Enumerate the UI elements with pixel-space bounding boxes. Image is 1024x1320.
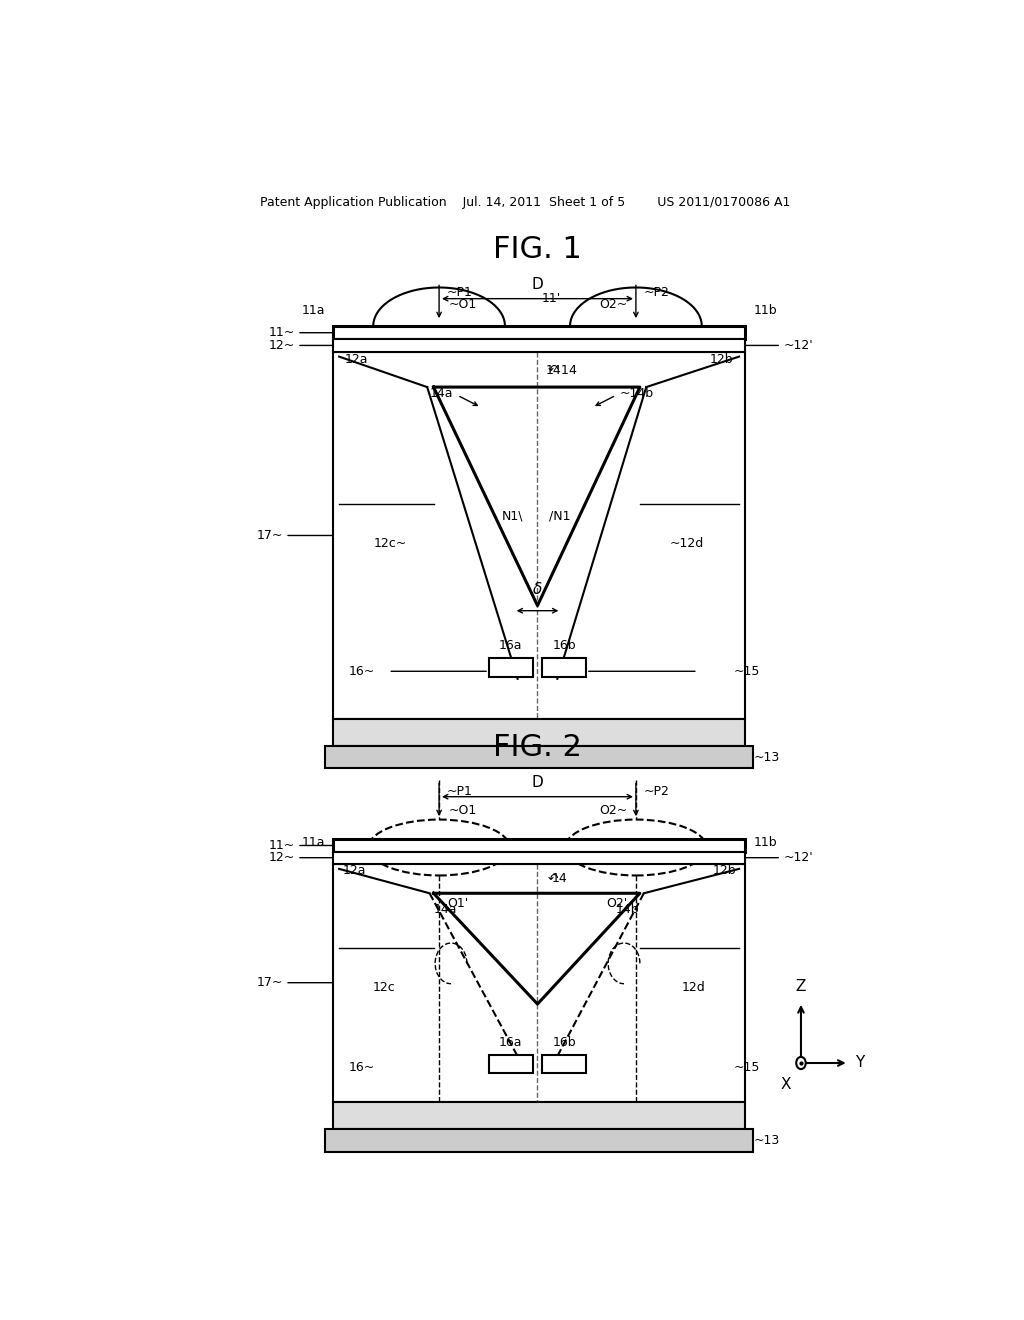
Ellipse shape: [565, 820, 707, 875]
Text: 16b: 16b: [552, 1036, 575, 1049]
Text: ~P1: ~P1: [447, 286, 473, 300]
Text: O2': O2': [606, 896, 628, 909]
Text: 11~: 11~: [268, 840, 295, 851]
Text: 11': 11': [542, 837, 561, 850]
Text: 11~: 11~: [268, 326, 295, 339]
Text: Z: Z: [796, 979, 806, 994]
Text: 11a: 11a: [301, 836, 325, 849]
Text: FIG. 2: FIG. 2: [494, 734, 582, 763]
Text: ~13: ~13: [754, 1134, 779, 1147]
Text: /N1: /N1: [550, 510, 571, 523]
Text: 14: 14: [546, 364, 561, 378]
Text: ~15: ~15: [733, 665, 760, 677]
Text: Patent Application Publication    Jul. 14, 2011  Sheet 1 of 5        US 2011/017: Patent Application Publication Jul. 14, …: [260, 195, 790, 209]
Bar: [333, 326, 745, 339]
Bar: [543, 1055, 586, 1073]
Text: 11a: 11a: [301, 305, 325, 317]
Text: Y: Y: [855, 1056, 864, 1071]
Text: ~14b: ~14b: [620, 387, 654, 400]
Ellipse shape: [369, 820, 510, 875]
Bar: [333, 863, 745, 1102]
Text: 14b: 14b: [616, 903, 640, 916]
Text: 12d: 12d: [682, 981, 706, 994]
Text: 16a: 16a: [499, 639, 522, 652]
Text: 16a: 16a: [499, 1036, 522, 1049]
Text: 16~: 16~: [348, 665, 375, 677]
Text: O1': O1': [447, 896, 468, 909]
Text: 12c~: 12c~: [374, 537, 408, 549]
Text: ~O1: ~O1: [449, 804, 477, 817]
Text: 16~: 16~: [348, 1061, 375, 1074]
Text: ~P2: ~P2: [644, 784, 670, 797]
Bar: [333, 840, 745, 851]
Text: 12~: 12~: [268, 851, 295, 865]
Text: O2~: O2~: [600, 298, 628, 312]
Text: D: D: [531, 277, 544, 292]
Text: O~: O~: [485, 837, 506, 850]
Text: 11': 11': [542, 292, 561, 305]
Text: ~15: ~15: [733, 1061, 760, 1074]
Bar: [325, 746, 754, 768]
Bar: [333, 339, 745, 351]
Text: ~12': ~12': [783, 851, 813, 865]
Text: X: X: [781, 1077, 792, 1092]
Text: $\curvearrowleft$: $\curvearrowleft$: [546, 873, 560, 886]
Text: 12b: 12b: [710, 354, 733, 366]
Text: 12b: 12b: [713, 865, 736, 878]
Bar: [543, 659, 586, 677]
Text: 11b: 11b: [754, 836, 777, 849]
Text: ~12': ~12': [783, 339, 813, 352]
Bar: [489, 659, 532, 677]
Text: ~13: ~13: [754, 751, 779, 763]
Text: 12c: 12c: [373, 981, 395, 994]
Text: 12~: 12~: [268, 339, 295, 352]
Text: ~P1: ~P1: [447, 784, 473, 797]
Text: ~P2: ~P2: [644, 286, 670, 300]
Text: 14: 14: [552, 873, 567, 886]
Bar: [489, 1055, 532, 1073]
Bar: [333, 351, 745, 719]
Text: 12a: 12a: [345, 354, 369, 366]
Text: 16b: 16b: [552, 639, 575, 652]
Text: FIG. 1: FIG. 1: [494, 235, 582, 264]
Text: 12a: 12a: [342, 865, 366, 878]
Circle shape: [797, 1057, 806, 1069]
Text: 17~: 17~: [256, 977, 283, 989]
Text: O2~: O2~: [600, 804, 628, 817]
Text: 17~: 17~: [256, 529, 283, 543]
Text: $\curvearrowleft$14: $\curvearrowleft$14: [546, 364, 578, 378]
Text: 14a: 14a: [430, 387, 454, 400]
Bar: [325, 1129, 754, 1152]
Text: D: D: [531, 775, 544, 789]
Text: 11b: 11b: [754, 305, 777, 317]
Text: $\delta$: $\delta$: [532, 582, 543, 598]
Text: 14a: 14a: [434, 903, 457, 916]
Bar: [333, 851, 745, 863]
Bar: [333, 1102, 745, 1129]
Bar: [333, 719, 745, 746]
Text: ~12d: ~12d: [670, 537, 705, 549]
Text: ~O1: ~O1: [449, 298, 477, 312]
Text: N1\: N1\: [502, 510, 523, 523]
